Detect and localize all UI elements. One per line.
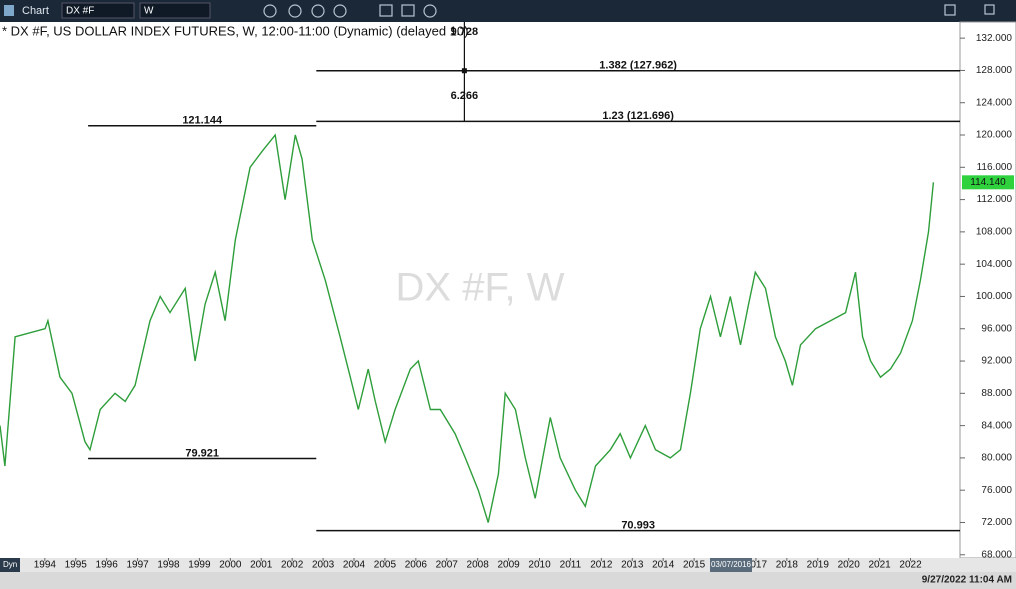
measure-mid-label: 6.266 — [451, 90, 479, 102]
x-tick-label: 2006 — [405, 560, 428, 571]
x-tick-label: 1994 — [34, 560, 57, 571]
footer-left: Dyn — [3, 560, 17, 569]
y-tick-label: 128.000 — [976, 65, 1013, 76]
plot-area — [0, 22, 960, 558]
y-tick-label: 84.000 — [981, 420, 1012, 431]
level-label: 1.23 (121.696) — [602, 110, 674, 122]
y-axis-panel — [959, 21, 1016, 559]
level-label: 121.144 — [182, 115, 223, 127]
x-tick-label: 2018 — [776, 560, 799, 571]
x-tick-label: 2007 — [436, 560, 459, 571]
y-tick-label: 104.000 — [976, 259, 1013, 270]
cursor-date-box — [710, 558, 752, 572]
y-tick-label: 80.000 — [981, 453, 1012, 464]
y-tick-label: 72.000 — [981, 517, 1012, 528]
y-tick-label: 88.000 — [981, 388, 1012, 399]
x-tick-label: 1999 — [188, 560, 211, 571]
y-tick-label: 120.000 — [976, 130, 1013, 141]
x-tick-label: 2022 — [899, 560, 922, 571]
measure-node — [461, 68, 467, 74]
dyn-box — [0, 558, 20, 572]
y-tick-label: 92.000 — [981, 356, 1012, 367]
x-axis-panel — [0, 558, 1016, 572]
status-bar — [0, 572, 1016, 589]
level-label: 70.993 — [621, 520, 655, 532]
cursor-date: 03/07/2016 — [711, 560, 752, 569]
last-price-box — [962, 175, 1014, 190]
toolbar-icons[interactable] — [263, 4, 995, 18]
x-tick-label: 2005 — [374, 560, 397, 571]
y-tick-label: 108.000 — [976, 227, 1013, 238]
x-tick-label: 2013 — [621, 560, 644, 571]
price-line — [0, 133, 935, 523]
x-tick-label: 2019 — [807, 560, 830, 571]
symbol-box[interactable] — [61, 2, 135, 19]
y-tick-label: 100.000 — [976, 291, 1013, 302]
x-tick-label: 2004 — [343, 560, 366, 571]
y-tick-label: 112.000 — [977, 194, 1013, 205]
x-tick-label: 2014 — [652, 560, 675, 571]
x-tick-label: 1997 — [126, 560, 149, 571]
x-tick-label: 2021 — [868, 560, 891, 571]
toolbar — [0, 0, 1016, 22]
last-price-label: 114.140 — [970, 177, 1006, 188]
measure-top-label: 9.728 — [451, 26, 479, 38]
timestamp: 9/27/2022 11:04 AM — [922, 575, 1012, 586]
chart-icon — [4, 5, 14, 16]
y-tick-label: 96.000 — [981, 323, 1012, 334]
x-tick-label: 2015 — [683, 560, 706, 571]
y-tick-label: 76.000 — [981, 485, 1012, 496]
symbol[interactable]: DX #F — [66, 6, 94, 17]
x-tick-label: 2003 — [312, 560, 335, 571]
y-tick-label: 124.000 — [976, 97, 1013, 108]
interval[interactable]: W — [144, 6, 154, 17]
chart-title: * DX #F, US DOLLAR INDEX FUTURES, W, 12:… — [2, 23, 468, 38]
x-tick-label: 2009 — [497, 560, 520, 571]
x-tick-label: 2020 — [838, 560, 861, 571]
x-tick-label: 2017 — [745, 560, 768, 571]
x-tick-label: 1995 — [65, 560, 88, 571]
level-label: 1.382 (127.962) — [599, 60, 677, 72]
y-tick-label: 116.000 — [977, 162, 1013, 173]
x-tick-label: 1996 — [96, 560, 119, 571]
x-tick-label: 2002 — [281, 560, 304, 571]
x-tick-label: 2008 — [467, 560, 490, 571]
watermark: DX #F, W — [396, 266, 565, 310]
app-label: Chart — [22, 5, 49, 17]
x-tick-label: 2011 — [560, 560, 582, 571]
x-tick-label: 2010 — [528, 560, 551, 571]
x-tick-label: 2000 — [219, 560, 242, 571]
x-tick-label: 2012 — [590, 560, 613, 571]
x-tick-label: 1998 — [157, 560, 180, 571]
level-label: 79.921 — [185, 447, 219, 459]
x-tick-label: 2001 — [250, 560, 273, 571]
interval-box[interactable] — [139, 2, 211, 19]
y-tick-label: 68.000 — [981, 549, 1012, 560]
y-tick-label: 132.000 — [976, 33, 1013, 44]
